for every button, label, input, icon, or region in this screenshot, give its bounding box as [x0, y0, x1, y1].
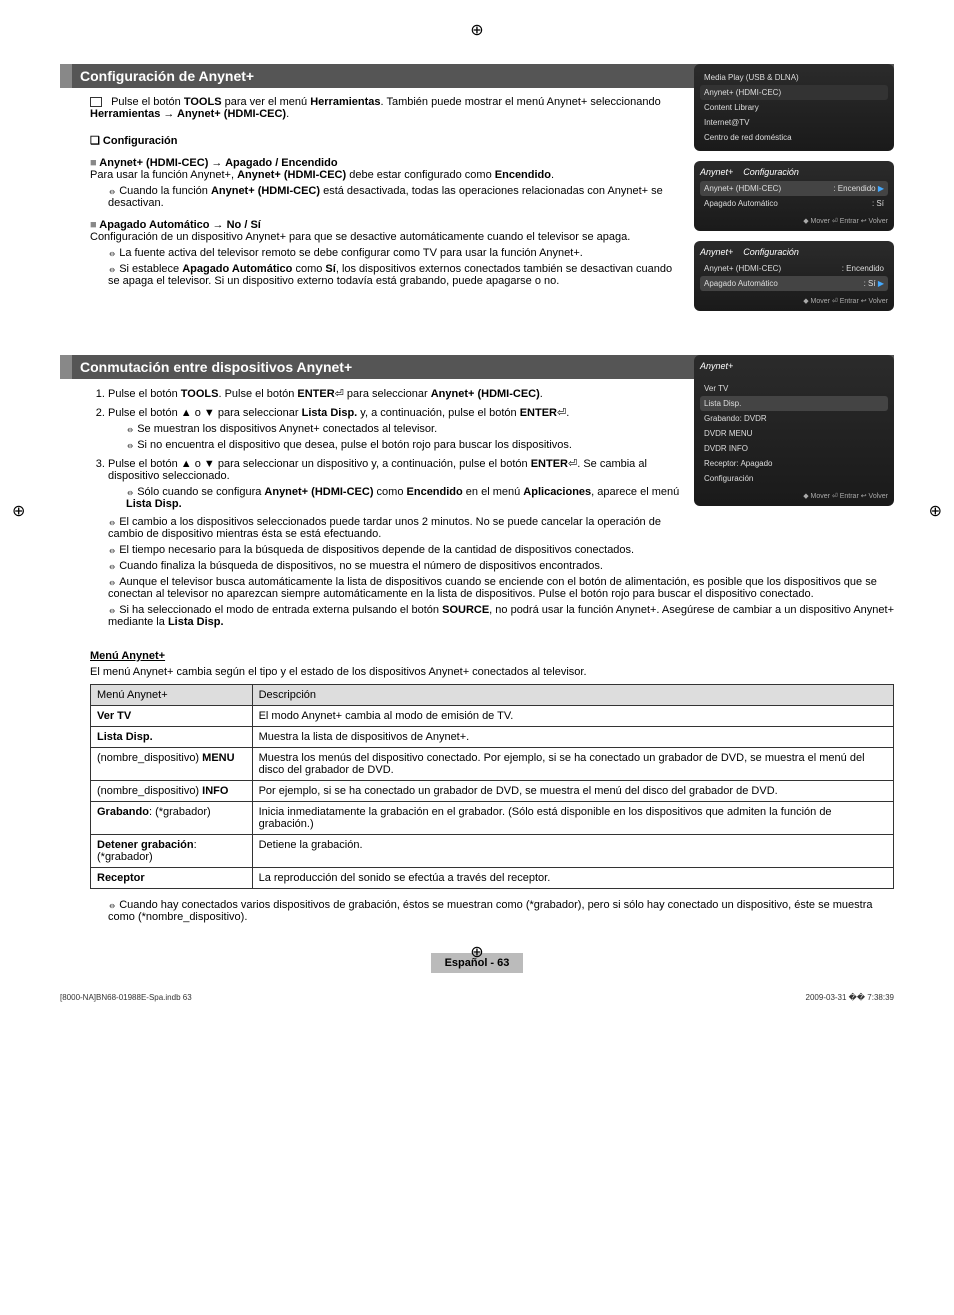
- note: Si ha seleccionado el modo de entrada ex…: [108, 604, 894, 628]
- list-item: Content Library: [700, 100, 888, 115]
- note: Cuando finaliza la búsqueda de dispositi…: [108, 560, 894, 572]
- list-item: Ver TV: [700, 381, 888, 396]
- footer-right: 2009-03-31 �� 7:38:39: [806, 993, 894, 1002]
- list-item: DVDR INFO: [700, 441, 888, 456]
- paragraph: El menú Anynet+ cambia según el tipo y e…: [90, 666, 894, 678]
- list-item: DVDR MENU: [700, 426, 888, 441]
- list-item: Configuración: [700, 471, 888, 486]
- crop-mark-icon: ⊕: [929, 501, 942, 521]
- table-row: Detener grabación: (*grabador)Detiene la…: [91, 835, 894, 868]
- menu-title: Menú Anynet+: [90, 650, 894, 662]
- list-item: Centro de red doméstica: [700, 130, 888, 145]
- table-row: Grabando: (*grabador)Inicia inmediatamen…: [91, 802, 894, 835]
- note: El cambio a los dispositivos seleccionad…: [108, 516, 894, 540]
- crop-mark-icon: ⊕: [470, 942, 483, 962]
- note: Aunque el televisor busca automáticament…: [108, 576, 894, 600]
- table-header: Descripción: [252, 685, 893, 706]
- ui-config-menu-1: Anynet+ Configuración Anynet+ (HDMI-CEC)…: [694, 161, 894, 231]
- note: Cuando hay conectados varios dispositivo…: [108, 899, 894, 923]
- chevron-right-icon: ▶: [878, 184, 884, 193]
- table-row: (nombre_dispositivo) MENUMuestra los men…: [91, 748, 894, 781]
- list-item: Media Play (USB & DLNA): [700, 70, 888, 85]
- footer-left: [8000-NA]BN68-01988E-Spa.indb 63: [60, 993, 192, 1002]
- ui-app-menu: Media Play (USB & DLNA) Anynet+ (HDMI-CE…: [694, 64, 894, 151]
- crop-mark-icon: ⊕: [470, 20, 483, 40]
- table-row: Lista Disp.Muestra la lista de dispositi…: [91, 727, 894, 748]
- table-header: Menú Anynet+: [91, 685, 253, 706]
- chevron-right-icon: ▶: [878, 279, 884, 288]
- table-row: ReceptorLa reproducción del sonido se ef…: [91, 868, 894, 889]
- list-item: Receptor: Apagado: [700, 456, 888, 471]
- ui-device-menu: Anynet+ Ver TV Lista Disp. Grabando: DVD…: [694, 355, 894, 506]
- list-item: Lista Disp.: [700, 396, 888, 411]
- table-row: Ver TVEl modo Anynet+ cambia al modo de …: [91, 706, 894, 727]
- table-row: (nombre_dispositivo) INFOPor ejemplo, si…: [91, 781, 894, 802]
- note: El tiempo necesario para la búsqueda de …: [108, 544, 894, 556]
- list-item: Anynet+ (HDMI-CEC): [700, 85, 888, 100]
- list-item: Grabando: DVDR: [700, 411, 888, 426]
- crop-mark-icon: ⊕: [12, 501, 25, 521]
- anynet-menu-table: Menú Anynet+Descripción Ver TVEl modo An…: [90, 684, 894, 889]
- list-item: Internet@TV: [700, 115, 888, 130]
- ui-config-menu-2: Anynet+ Configuración Anynet+ (HDMI-CEC)…: [694, 241, 894, 311]
- tools-icon: [90, 97, 102, 107]
